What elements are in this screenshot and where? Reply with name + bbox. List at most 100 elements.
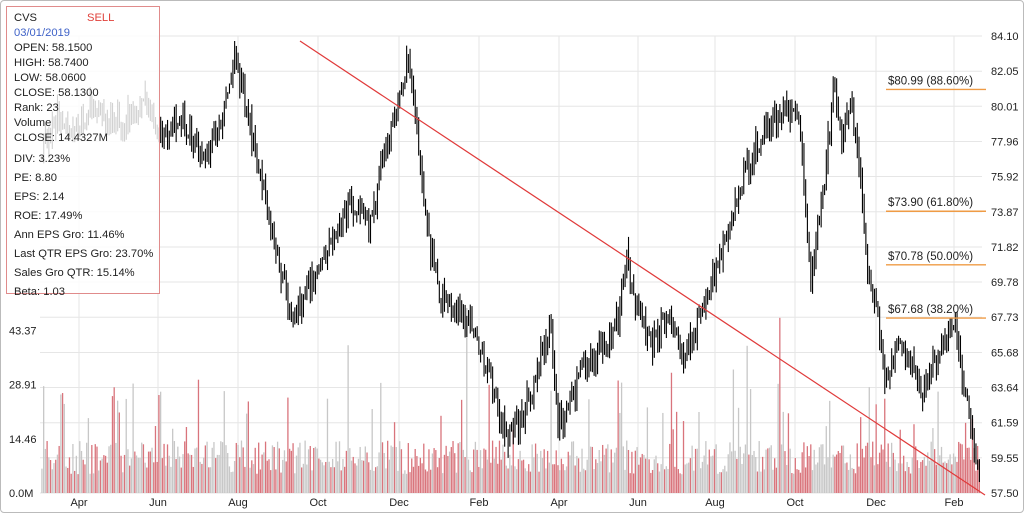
volume-bar bbox=[761, 456, 764, 493]
volume-bar bbox=[430, 469, 432, 493]
candles bbox=[41, 40, 980, 483]
volume-bar bbox=[89, 473, 91, 493]
x-tick-label: Aug bbox=[705, 497, 725, 509]
volume-bar bbox=[603, 454, 606, 493]
volume-bar bbox=[433, 448, 435, 493]
volume-bar bbox=[48, 457, 50, 493]
volume-bar bbox=[357, 458, 360, 493]
volume-bar bbox=[383, 453, 385, 493]
volume-bar bbox=[485, 449, 487, 493]
volume-bar bbox=[103, 455, 105, 493]
volume-bar bbox=[440, 415, 442, 493]
volume-bar bbox=[125, 398, 127, 493]
volume-bar bbox=[658, 471, 661, 493]
volume-bar bbox=[402, 473, 404, 493]
volume-bar bbox=[326, 398, 329, 493]
volume-bar bbox=[949, 454, 951, 493]
volume-bar bbox=[737, 407, 740, 493]
volume-bar bbox=[233, 461, 236, 493]
volume-bar bbox=[194, 448, 196, 493]
volume-bar bbox=[863, 457, 865, 493]
volume-bar bbox=[395, 447, 397, 493]
volume-bar bbox=[387, 440, 389, 493]
volume-bar bbox=[588, 399, 590, 493]
volume-bar bbox=[540, 450, 542, 493]
volume-bar bbox=[696, 448, 698, 493]
price-tick-label: 57.50 bbox=[991, 488, 1019, 500]
info-panel: CVS SELL 03/01/2019 OPEN: 58.1500 HIGH: … bbox=[6, 6, 160, 298]
volume-bar bbox=[758, 441, 760, 493]
volume-bar bbox=[892, 452, 894, 493]
volume-bar bbox=[698, 412, 700, 493]
volume-bar bbox=[808, 456, 810, 493]
volume-bar bbox=[199, 461, 201, 493]
volume-bar bbox=[675, 411, 678, 493]
volume-bar bbox=[316, 448, 318, 493]
volume-bar bbox=[624, 469, 626, 493]
volume-bar bbox=[858, 466, 860, 493]
volume-bar bbox=[101, 458, 103, 493]
volume-bar bbox=[178, 456, 181, 493]
volume-bar bbox=[689, 458, 692, 493]
volume-bar bbox=[172, 428, 174, 493]
volume-bar bbox=[73, 470, 76, 493]
volume-bar bbox=[811, 470, 814, 493]
volume-bar bbox=[223, 391, 225, 493]
volume-bar bbox=[765, 449, 767, 493]
volume-bar bbox=[273, 447, 275, 493]
volume-bar bbox=[264, 441, 267, 493]
volume-bar bbox=[964, 422, 967, 493]
volume-bar bbox=[963, 459, 965, 493]
volume-bar bbox=[110, 444, 112, 493]
volume-bar bbox=[350, 460, 353, 493]
volume-bar bbox=[168, 455, 170, 493]
volume-bar bbox=[111, 396, 114, 493]
volume-bar bbox=[271, 445, 274, 493]
volume-bar bbox=[770, 445, 772, 493]
volume-bar bbox=[801, 452, 803, 493]
volume-bar bbox=[498, 440, 501, 493]
volume-bar bbox=[309, 445, 311, 493]
volume-bar bbox=[307, 449, 310, 493]
volume-bar bbox=[951, 464, 953, 493]
volume-bar bbox=[959, 443, 962, 493]
volume-bar bbox=[729, 442, 731, 493]
x-axis: Apr Jun Aug Oct Dec Feb Apr Jun Aug Oct Dec Feb bbox=[70, 497, 963, 509]
volume-bar bbox=[460, 399, 463, 493]
volume-bar bbox=[526, 471, 528, 493]
volume-bar bbox=[688, 462, 690, 493]
volume-bar bbox=[319, 459, 322, 493]
volume-bar bbox=[249, 467, 251, 493]
volume-bar bbox=[104, 455, 107, 493]
volume-bar bbox=[340, 470, 342, 493]
volume-bar bbox=[330, 467, 332, 493]
volume-bar bbox=[789, 448, 791, 493]
volume-bar bbox=[541, 458, 544, 493]
volume-bar bbox=[204, 445, 206, 493]
volume-tick-label: 43.37 bbox=[9, 325, 37, 337]
close-value: CLOSE: 58.1300 bbox=[14, 87, 99, 99]
volume-bar bbox=[749, 389, 752, 493]
volume-bar bbox=[497, 463, 499, 493]
volume-bar bbox=[815, 464, 817, 493]
volume-bar bbox=[571, 441, 573, 493]
volume-bar bbox=[715, 444, 717, 493]
volume-bar bbox=[51, 469, 53, 493]
volume-bar bbox=[835, 454, 838, 493]
volume-bar bbox=[287, 397, 289, 493]
volume-bar bbox=[614, 452, 616, 493]
volume-bar bbox=[780, 444, 783, 493]
volume-bar bbox=[686, 463, 688, 493]
volume-bar bbox=[466, 307, 468, 493]
volume-bar bbox=[405, 473, 408, 493]
volume-bar bbox=[583, 468, 585, 493]
volume-bar bbox=[610, 449, 612, 493]
signal-label: SELL bbox=[87, 12, 115, 24]
div-value: DIV: 3.23% bbox=[14, 153, 71, 165]
volume-bar bbox=[278, 448, 280, 493]
ann-eps-gro-value: Ann EPS Gro: 11.46% bbox=[14, 229, 125, 241]
volume-bar bbox=[258, 442, 260, 493]
volume-bar bbox=[290, 450, 292, 493]
volume-bar bbox=[562, 464, 564, 493]
